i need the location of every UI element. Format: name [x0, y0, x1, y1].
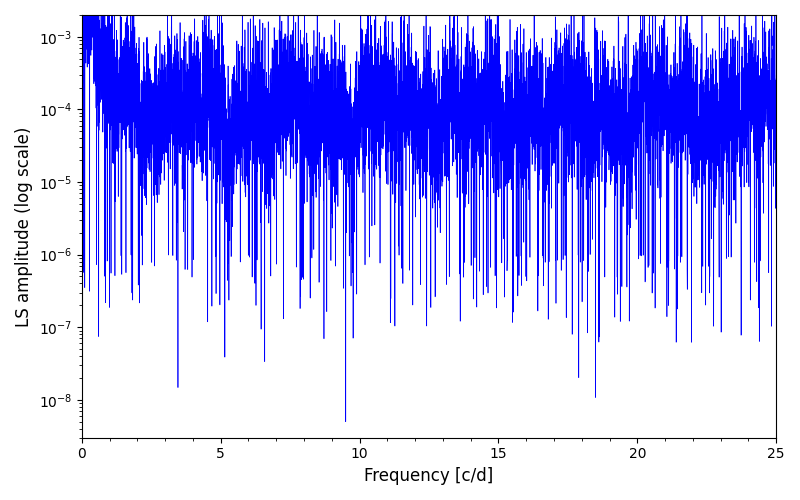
Y-axis label: LS amplitude (log scale): LS amplitude (log scale) [15, 126, 33, 326]
X-axis label: Frequency [c/d]: Frequency [c/d] [364, 467, 494, 485]
